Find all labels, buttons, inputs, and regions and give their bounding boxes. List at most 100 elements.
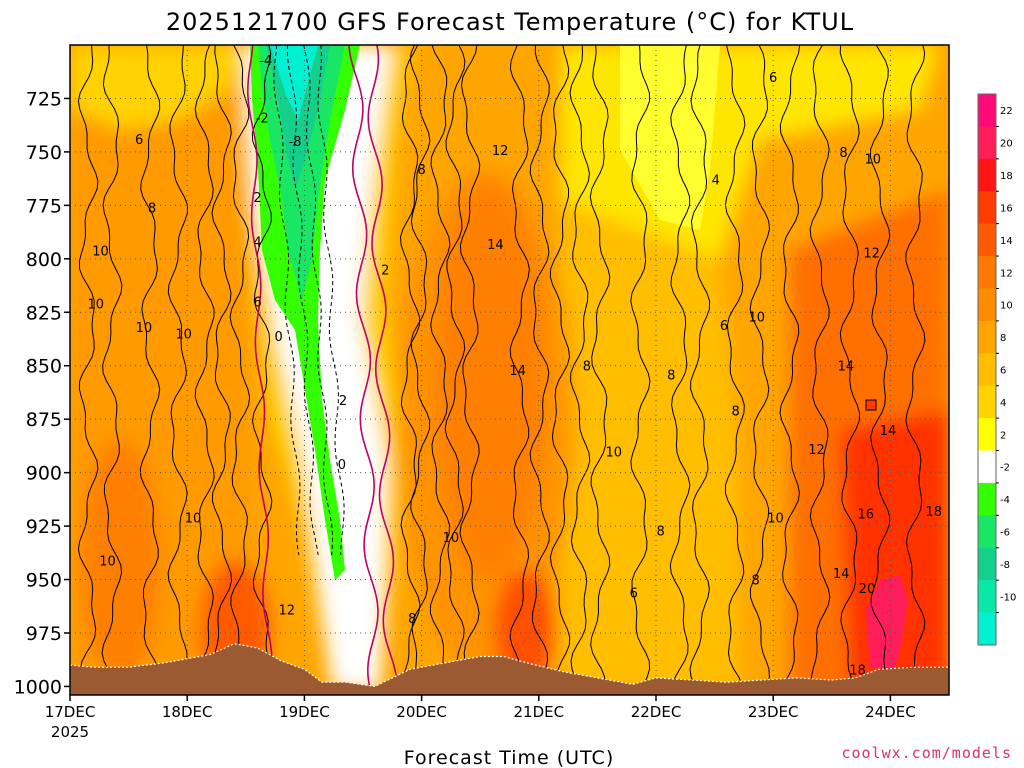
colorbar-swatch — [978, 158, 996, 192]
contour-value-label: 16 — [858, 507, 875, 522]
contour-value-label: 8 — [667, 368, 675, 383]
contour-value-label: 10 — [175, 328, 192, 343]
field-core-21dec-outer — [395, 170, 575, 670]
x-tick-label: 21DEC — [514, 703, 565, 721]
contour-value-label: 8 — [751, 574, 759, 589]
colorbar-label: 16 — [1000, 203, 1013, 214]
isotherm-line — [529, 45, 550, 694]
colorbar-swatch — [978, 126, 996, 160]
colorbar-swatch — [978, 482, 996, 516]
terrain-surface — [70, 643, 949, 695]
isotherm-line — [669, 45, 691, 694]
colorbar-swatch — [978, 612, 996, 646]
isotherm-line — [444, 45, 466, 694]
y-tick-label: 1000 — [14, 676, 62, 698]
contour-value-label: 18 — [925, 505, 942, 520]
contour-value-label: 10 — [92, 244, 109, 259]
x-tick-label: 22DEC — [631, 703, 682, 721]
colorbar-label: 12 — [1000, 268, 1013, 279]
contour-value-label: 8 — [408, 612, 416, 627]
contour-value-label: 0 — [338, 458, 346, 473]
contour-value-label: 2 — [339, 394, 347, 409]
contour-value-label: 10 — [443, 531, 460, 546]
contour-value-label: 12 — [863, 246, 880, 261]
colorbar-swatch — [978, 223, 996, 257]
contour-value-label: 10 — [136, 321, 153, 336]
contour-value-label: 14 — [880, 424, 897, 439]
isotherm-line — [809, 45, 831, 694]
contour-value-label: 12 — [492, 144, 509, 159]
isotherm-line — [569, 45, 591, 694]
contour-value-label: 6 — [720, 319, 728, 334]
isotherm-line — [724, 45, 746, 694]
colorbar-label: 10 — [1000, 301, 1013, 312]
contour-value-label: -2 — [256, 112, 269, 127]
y-axis: 725 750 775 800 825 850 875 900 925 950 975 1000 — [14, 88, 70, 698]
contour-value-label: 12 — [279, 603, 296, 618]
y-tick-label: 775 — [26, 195, 62, 217]
colorbar-label: 4 — [1000, 398, 1006, 409]
contour-value-label: 8 — [583, 360, 591, 375]
field-cold-deep — [270, 45, 318, 120]
isotherm-line — [630, 45, 651, 694]
field-hot-spot — [866, 575, 908, 668]
isotherm-line — [211, 45, 233, 694]
subfreezing-line — [317, 45, 345, 556]
contour-value-label: 6 — [135, 133, 143, 148]
colorbar-label: 14 — [1000, 236, 1013, 247]
y-tick-label: 875 — [26, 409, 62, 431]
contour-value-label: 18 — [849, 663, 866, 678]
contour-value-label: 10 — [185, 512, 202, 527]
isotherm-line — [101, 45, 123, 694]
grid-lines — [70, 45, 949, 695]
contour-value-label: 6 — [630, 586, 638, 601]
isotherm-line — [429, 45, 451, 694]
contour-value-label: 10 — [88, 298, 105, 313]
contour-lines — [77, 45, 926, 694]
contour-value-label: 6 — [253, 296, 261, 311]
freezing-line — [246, 45, 273, 694]
colorbar-swatch — [978, 191, 996, 225]
x-axis-title: Forecast Time (UTC) — [404, 747, 614, 768]
y-tick-label: 925 — [26, 516, 62, 538]
colorbar-label: 2 — [1000, 430, 1006, 441]
colorbar-swatch — [978, 418, 996, 451]
colorbar-label: 18 — [1000, 171, 1013, 182]
contour-value-label: 10 — [767, 512, 784, 527]
isotherm-line — [459, 45, 481, 694]
x-tick-label: 19DEC — [279, 703, 330, 721]
freezing-line — [367, 45, 399, 694]
subfreezing-line — [273, 45, 301, 556]
colorbar-label: -4 — [1000, 495, 1010, 506]
contour-value-label: 12 — [808, 443, 825, 458]
isotherm-line — [749, 45, 771, 694]
contour-value-label: 14 — [838, 360, 855, 375]
contour-value-label: 10 — [606, 445, 623, 460]
isotherm-line — [399, 45, 421, 694]
y-tick-label: 850 — [26, 356, 62, 378]
colorbar-label: 20 — [1000, 139, 1013, 150]
contour-value-label: 6 — [769, 71, 777, 86]
isotherm-line — [139, 45, 161, 694]
contour-value-label: 8 — [148, 202, 156, 217]
y-tick-label: 800 — [26, 249, 62, 271]
contour-value-label: 2 — [381, 264, 389, 279]
contour-value-label: 8 — [839, 146, 847, 161]
contour-value-label: 14 — [509, 364, 526, 379]
colorbar-swatch — [978, 547, 996, 581]
isotherm-line — [589, 45, 611, 694]
y-tick-label: 825 — [26, 302, 62, 324]
x-tick-label: 17DEC — [45, 703, 96, 721]
colorbar-swatch — [978, 320, 996, 354]
colorbar-label: -10 — [1000, 592, 1016, 603]
contour-value-label: 10 — [749, 311, 766, 326]
y-tick-label: 725 — [26, 88, 62, 110]
temperature-field — [70, 45, 949, 695]
isotherm-line — [229, 45, 251, 694]
contour-value-label: -8 — [289, 135, 302, 150]
x-axis: 17DEC 18DEC 19DEC 20DEC 21DEC 22DEC 23DEC 24DEC — [45, 695, 916, 721]
contour-value-label: 8 — [732, 405, 740, 420]
credit-link[interactable]: coolwx.com/models — [841, 744, 1012, 762]
